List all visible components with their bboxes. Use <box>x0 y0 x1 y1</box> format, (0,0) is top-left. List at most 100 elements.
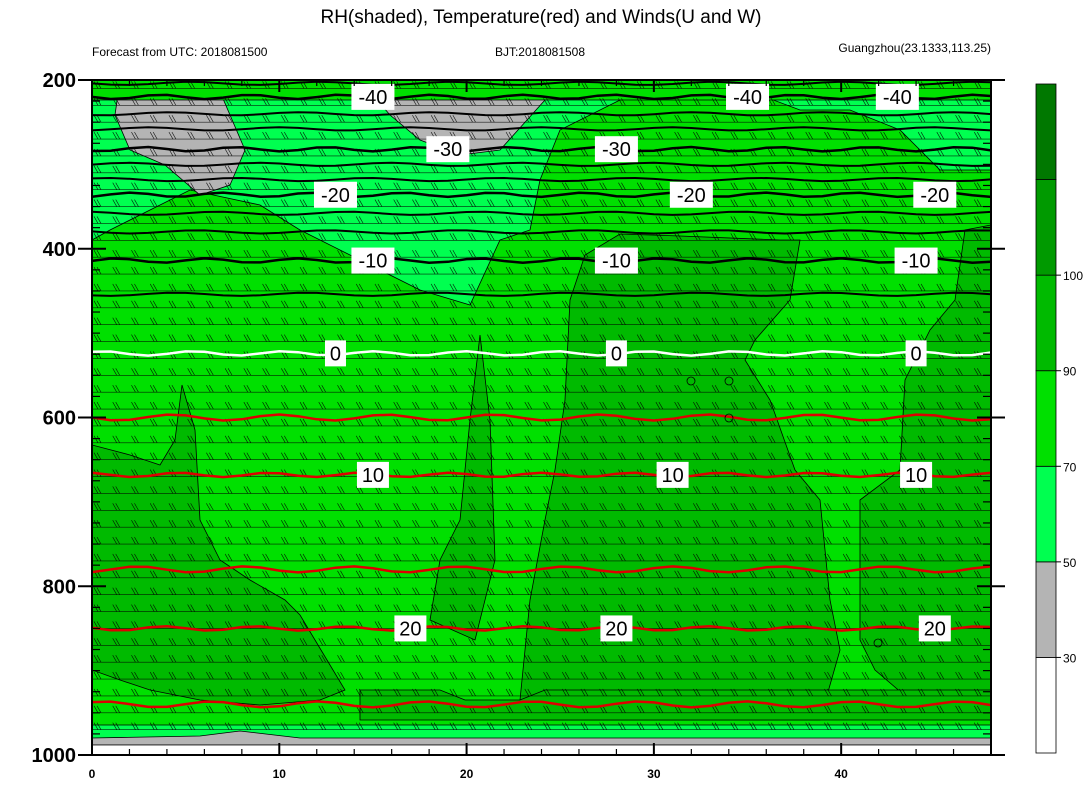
wind-barb-flag <box>599 216 604 224</box>
wind-barb-flag <box>546 503 551 511</box>
wind-barb-flag <box>224 570 230 578</box>
wind-barb-flag <box>864 705 870 713</box>
wind-barb-flag <box>580 486 586 494</box>
wind-barb-flag <box>471 131 476 140</box>
wind-barb-flag <box>302 503 308 511</box>
wind-barb-flag <box>299 536 305 545</box>
wind-barb-flag <box>227 638 233 646</box>
wind-barb-flag <box>546 671 551 680</box>
wind-barb-flag <box>920 283 926 292</box>
wind-barb-flag <box>490 553 495 562</box>
wind-barb-flag <box>490 401 495 410</box>
wind-barb-flag <box>171 131 177 140</box>
wind-barb-flag <box>842 520 848 528</box>
wind-barb-flag <box>920 131 926 140</box>
wind-barb-flag <box>864 182 870 190</box>
wind-barb-flag <box>752 621 757 629</box>
wind-barb-flag <box>393 638 398 646</box>
wind-barb-flag <box>299 638 305 646</box>
wind-barb-flag <box>658 233 664 241</box>
wind-barb-flag <box>639 503 645 511</box>
wind-barb-flag <box>302 638 308 646</box>
wind-barb-flag <box>974 536 979 545</box>
wind-barb-flag <box>265 216 270 224</box>
wind-barb-flag <box>152 334 158 342</box>
wind-barb-flag <box>861 266 867 275</box>
wind-barb-flag <box>152 638 158 646</box>
wind-barb-flag <box>302 536 308 545</box>
wind-barb-flag <box>711 131 717 140</box>
wind-barb-flag <box>134 283 139 292</box>
wind-barb-flag <box>618 536 623 545</box>
wind-barb-flag <box>977 233 982 241</box>
wind-barb-flag <box>618 486 623 494</box>
wind-barb-flag <box>733 266 739 275</box>
wind-barb-flag <box>564 182 570 190</box>
wind-barb-flag <box>246 216 252 224</box>
wind-barb-flag <box>939 165 945 173</box>
wind-barb-flag <box>96 165 102 173</box>
wind-barb-flag <box>864 368 870 376</box>
wind-barb-flag <box>805 503 810 511</box>
wind-barb-flag <box>449 655 455 663</box>
wind-barb-flag <box>767 705 773 713</box>
wind-barb-flag <box>355 553 361 562</box>
wind-barb-flag <box>677 148 682 157</box>
wind-barb-flag <box>808 536 813 545</box>
wind-barb-flag <box>206 115 211 123</box>
wind-barb-flag <box>693 452 698 460</box>
wind-barb-flag <box>621 671 626 680</box>
wind-barb-flag <box>543 452 548 460</box>
wind-barb-flag <box>917 671 923 680</box>
wind-barb-flag <box>374 503 380 511</box>
wind-barb-flag <box>749 705 754 713</box>
wind-barb-flag <box>262 435 267 443</box>
wind-barb-flag <box>580 300 586 308</box>
wind-barb-flag <box>583 182 589 190</box>
wind-barb-flag <box>543 655 548 663</box>
wind-barb-flag <box>861 300 867 308</box>
wind-barb-flag <box>171 368 177 376</box>
wind-barb-flag <box>996 723 1000 730</box>
wind-barb-flag <box>131 199 136 207</box>
wind-barb-flag <box>284 250 289 258</box>
wind-barb-flag <box>227 671 233 680</box>
wind-barb-flag <box>393 452 398 460</box>
wind-barb-flag <box>714 401 720 410</box>
wind-barb-flag <box>415 283 420 292</box>
wind-barb-flag <box>452 655 458 663</box>
wind-barb-flag <box>508 216 514 224</box>
wind-barb-flag <box>711 536 717 545</box>
wind-barb-flag <box>618 452 623 460</box>
wind-barb-flag <box>752 401 757 410</box>
wind-barb-flag <box>209 705 214 713</box>
wind-barb-flag <box>340 98 345 106</box>
wind-barb-flag <box>880 671 885 680</box>
wind-barb-flag <box>490 621 495 629</box>
wind-barb-flag <box>974 452 979 460</box>
wind-barb-flag <box>827 705 832 713</box>
wind-barb-flag <box>415 536 420 545</box>
wind-barb-flag <box>412 671 417 680</box>
wind-barb-flag <box>449 553 455 562</box>
wind-barb-flag <box>299 418 305 427</box>
wind-barb-flag <box>449 503 455 511</box>
wind-barb-flag <box>246 655 252 663</box>
wind-barb-flag <box>340 638 345 646</box>
wind-barb-flag <box>168 385 174 393</box>
wind-barb-flag <box>958 368 963 376</box>
wind-barb-flag <box>281 503 286 511</box>
wind-barb-flag <box>655 671 661 680</box>
wind-barb-flag <box>284 334 289 342</box>
wind-barb-flag <box>265 722 270 730</box>
contour-label-box <box>656 461 689 488</box>
wind-barb-flag <box>396 199 401 207</box>
wind-barb-flag <box>433 655 439 663</box>
wind-barb-flag <box>115 131 120 140</box>
wind-barb-flag <box>583 486 589 494</box>
wind-barb-flag <box>433 368 439 376</box>
wind-barb-flag <box>131 317 136 325</box>
x-tick-label: 10 <box>273 767 287 781</box>
wind-barb-flag <box>939 334 945 342</box>
temperature-contour-0 <box>92 349 991 357</box>
